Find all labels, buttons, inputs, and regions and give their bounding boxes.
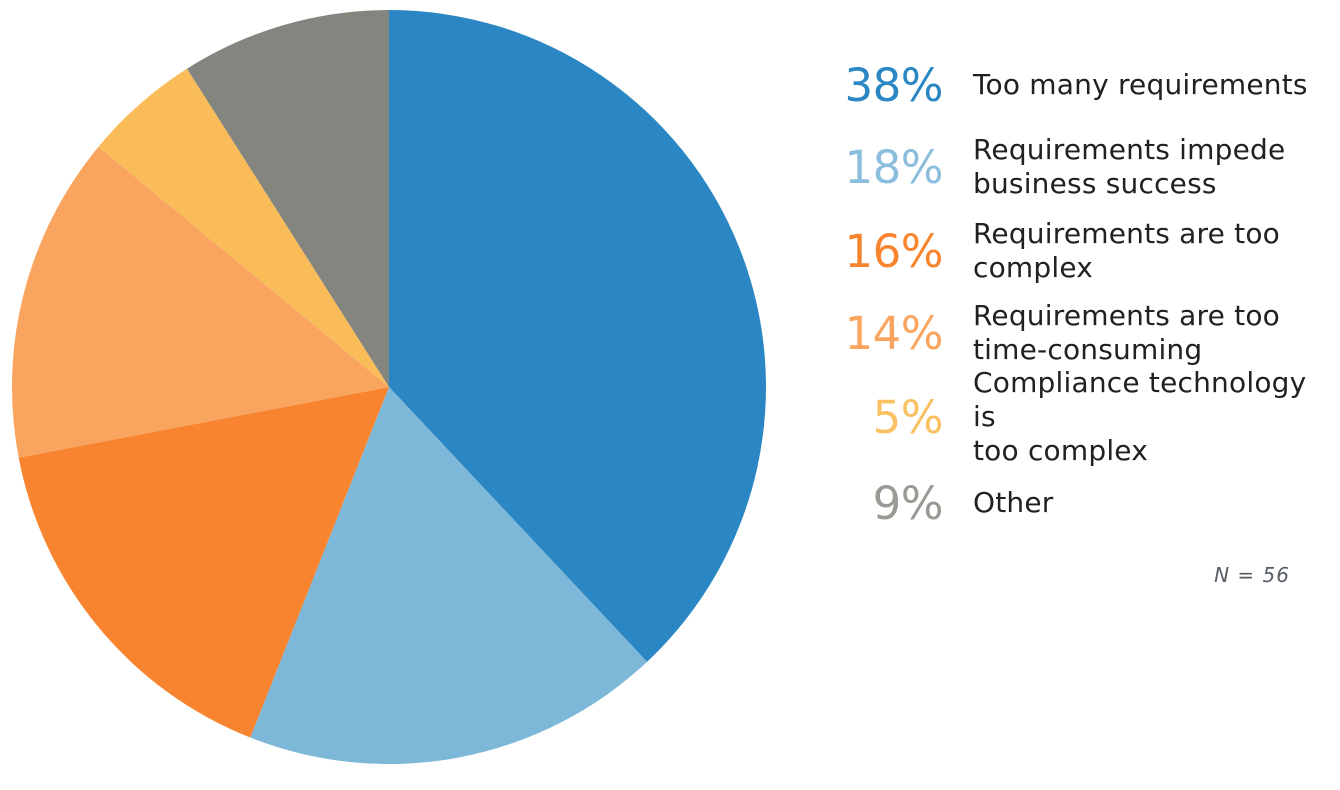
legend-label: Requirements are too complex — [973, 217, 1280, 284]
pie-slice-3 — [18, 387, 390, 738]
sample-size-note: N = 56 — [1214, 563, 1290, 587]
legend-row: 18% Requirements impede business success — [830, 122, 1335, 212]
pie-chart — [12, 10, 766, 765]
legend-percent: 16% — [844, 224, 943, 278]
chart-legend: 38% Too many requirements 18% Requirements … — [830, 0, 1335, 620]
legend-percent: 9% — [872, 476, 944, 530]
legend-percent: 38% — [844, 58, 943, 112]
pie-slice-6 — [186, 10, 389, 387]
legend-row: 38% Too many requirements — [830, 40, 1335, 130]
legend-label: Compliance technology is too complex — [973, 366, 1307, 467]
legend-percent: 14% — [844, 306, 943, 360]
pie-slice-1 — [389, 10, 766, 662]
pie-slice-5 — [98, 68, 390, 387]
legend-percent: 5% — [872, 390, 944, 444]
legend-row: 14% Requirements are too time-consuming — [830, 288, 1335, 378]
pie-slice-2 — [250, 387, 648, 765]
pie-slice-4 — [12, 146, 390, 458]
legend-label: Other — [973, 486, 1054, 519]
legend-label: Requirements impede business success — [973, 133, 1286, 200]
legend-row: 9% Other — [830, 458, 1335, 548]
legend-row: 16% Requirements are too complex — [830, 206, 1335, 296]
legend-row: 5% Compliance technology is too complex — [830, 366, 1335, 467]
legend-label: Too many requirements — [973, 68, 1308, 101]
legend-label: Requirements are too time-consuming — [973, 299, 1280, 366]
legend-percent: 18% — [844, 140, 943, 194]
